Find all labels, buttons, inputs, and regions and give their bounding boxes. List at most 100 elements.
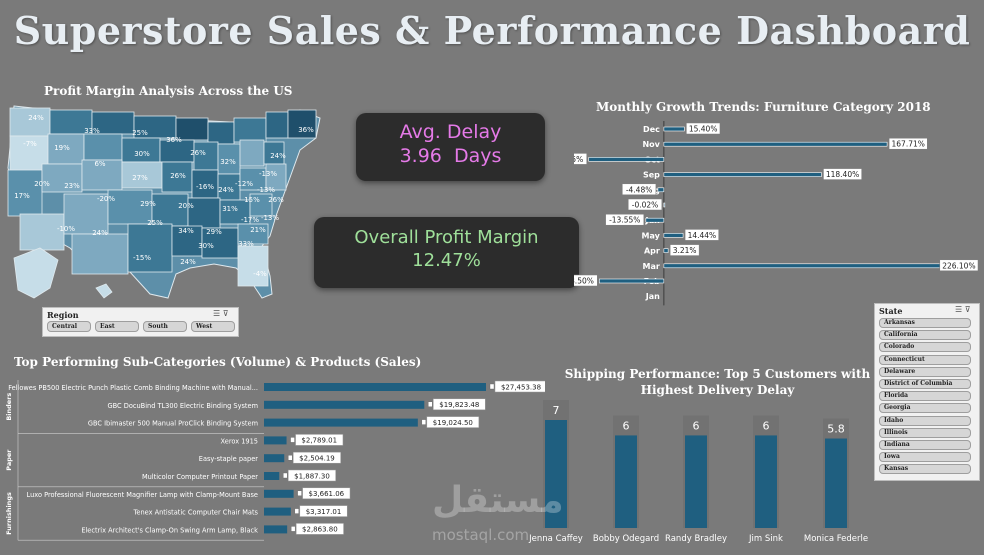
product-label-box [302,487,351,500]
product-label-box [292,451,341,464]
map-state-label: 20% [34,180,50,188]
state-option[interactable]: Georgia [879,403,971,414]
growth-data-label: 167.71% [892,140,925,149]
state-shape [265,111,289,139]
region-option[interactable]: Central [47,321,91,332]
state-option[interactable]: Illinois [879,427,971,438]
growth-label-box [574,274,598,287]
state-shape [83,133,123,161]
delay-value-label: 7 [553,404,560,417]
growth-bar [663,248,669,253]
month-tick-label: Mar [643,262,660,271]
state-shape [151,193,189,227]
delay-value-label: 5.8 [827,423,845,436]
state-option[interactable]: Iowa [879,452,971,463]
growth-label-box [574,153,587,165]
map-state-label: 21% [250,226,266,234]
region-option[interactable]: West [191,321,235,332]
state-shape [201,227,239,259]
map-state-label: -10% [57,225,75,233]
map-state-label: 26% [170,172,186,180]
region-option[interactable]: South [143,321,187,332]
state-option[interactable]: District of Columbia [879,379,971,389]
state-slicer[interactable]: State ☰ ⊽ Arkansas California Colorado Conn… [874,303,980,481]
growth-label-box [669,244,700,256]
label-marker [283,472,288,479]
slicer-filter-icon[interactable]: ☰ ⊽ [213,309,229,318]
map-state-label: -20% [97,195,115,203]
region-option[interactable]: East [95,321,139,332]
growth-data-label: 226.10% [942,261,975,270]
map-state-label: 27% [132,174,148,182]
top-products-chart[interactable]: Fellowes PB500 Electric Punch Plastic Co… [0,378,545,548]
growth-bar [663,126,685,132]
state-shape [107,189,153,225]
state-shape [265,163,287,191]
product-bar [264,525,288,534]
state-shape [187,197,221,229]
region-slicer[interactable]: Region ☰ ⊽ Central East South West [42,307,239,337]
state-shape [127,223,173,273]
state-option[interactable]: Indiana [879,440,971,450]
delay-value-label: 6 [763,419,770,432]
month-tick-label: Sep [643,171,660,180]
growth-data-label: -56.45% [574,155,583,164]
growth-data-label: -4.48% [626,185,653,194]
state-slicer-header: State [879,306,903,316]
state-option[interactable]: Arkansas [879,318,971,328]
product-bar [264,507,291,516]
growth-data-label: 3.21% [673,246,697,255]
state-shape [81,159,123,191]
customer-tick-label: Bobby Odegard [593,534,659,544]
product-bar [264,400,425,409]
product-value-label: $2,504.19 [299,455,335,463]
product-value-label: $27,453.38 [501,383,541,391]
growth-data-label: -13.55% [609,216,640,225]
product-label: GBC DocuBind TL300 Electric Binding Syst… [108,402,258,410]
growth-bar [663,202,666,208]
profit-margin-label: Overall Profit Margin [354,227,539,248]
map-state-label: 23% [64,182,80,190]
growth-data-label: -0.02% [632,201,659,210]
product-bar [264,472,280,480]
product-label: Tenex Antistatic Computer Chair Mats [133,509,259,517]
product-value-label: $2,863.80 [302,526,338,534]
map-state-label: -16% [196,183,214,191]
customer-tick-label: Jenna Caffey [528,534,583,544]
growth-bar [645,217,665,223]
subcategory-label: Paper [5,449,13,471]
avg-delay-card: Avg. Delay 3.96 Days [356,113,545,181]
state-shape [9,107,51,137]
product-bar [264,436,287,445]
state-shape [41,163,83,193]
state-option[interactable]: Colorado [879,342,971,353]
delay-bar [685,435,707,528]
growth-bar [599,278,665,284]
state-option[interactable]: Connecticut [879,354,971,365]
customer-tick-label: Monica Federle [804,534,868,544]
shipping-delay-chart[interactable]: 7 Jenna Caffey 6 Bobby Odegard 6 Randy Bradle… [528,400,874,552]
product-label: Xerox 1915 [221,437,258,445]
region-slicer-header: Region [47,310,79,320]
map-state-label: 30% [198,242,214,250]
state-option[interactable]: California [879,330,971,341]
state-option[interactable]: Delaware [879,366,971,377]
us-profit-map[interactable]: 24% -7% 19% 33% 25% 36% 26% 32% 36% 24% -13% 30% 6% 2… [0,98,330,308]
map-state-label: 24% [28,114,44,122]
state-option[interactable]: Kansas [879,464,971,475]
product-label-box [299,505,348,517]
product-label: Luxo Professional Fluorescent Magnifier … [27,491,258,499]
slicer-filter-icon[interactable]: ☰ ⊽ [955,305,971,314]
profit-margin-value: 12.47% [412,250,481,271]
map-state-label: 36% [166,136,182,144]
map-state-label: 36% [298,126,314,134]
state-option[interactable]: Idaho [879,415,971,426]
state-option[interactable]: Florida [879,391,971,402]
label-marker [290,526,296,532]
alaska-shape [13,247,59,299]
monthly-growth-chart[interactable]: Dec15.40%Nov167.71%Oct-56.45%Sep118.40%A… [574,118,980,308]
month-tick-label: Nov [642,140,660,149]
growth-bar [663,141,888,147]
growth-bar [663,172,822,177]
product-value-label: $3,317.01 [306,508,342,516]
